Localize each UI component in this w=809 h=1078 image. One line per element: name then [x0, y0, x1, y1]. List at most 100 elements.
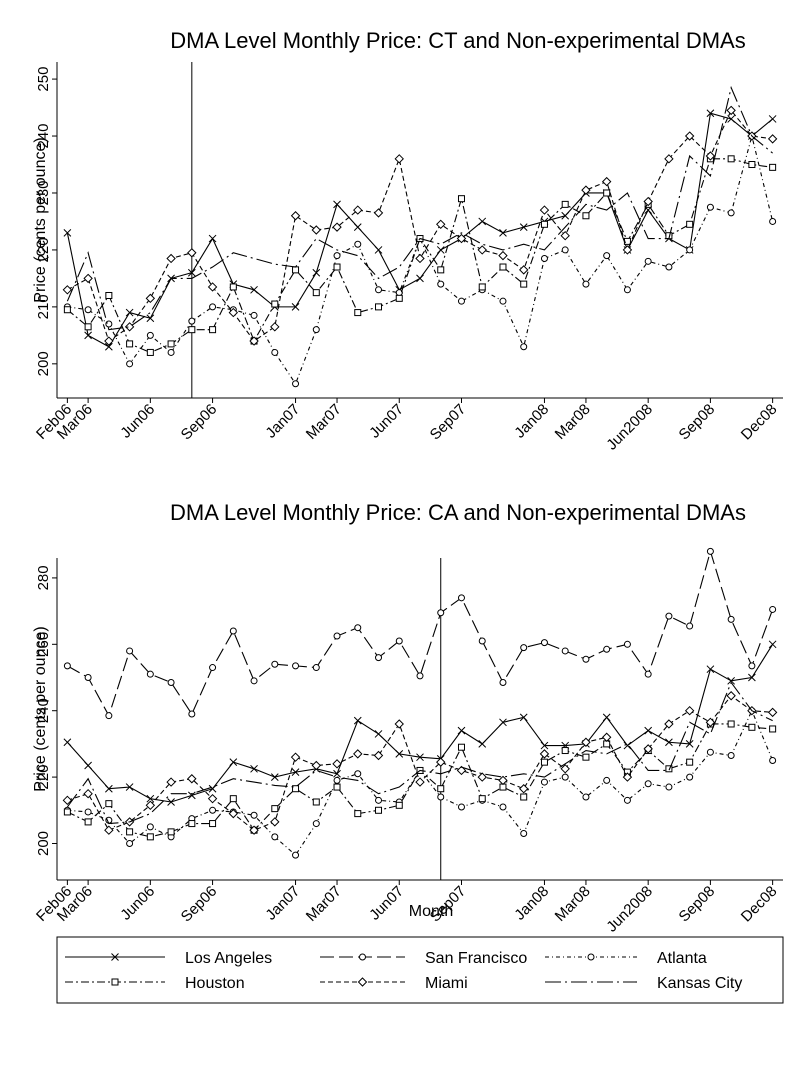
- x-tick-label: Jun07: [366, 883, 407, 924]
- marker: [582, 793, 590, 801]
- marker: [249, 825, 259, 835]
- y-tick-label: 240: [35, 698, 52, 723]
- marker: [539, 205, 550, 215]
- marker: [436, 246, 445, 254]
- marker: [187, 791, 196, 800]
- marker: [228, 808, 239, 819]
- marker: [582, 753, 590, 761]
- marker: [478, 217, 487, 226]
- marker: [250, 285, 258, 294]
- marker: [375, 286, 383, 294]
- x-tick-label: Sep08: [676, 883, 719, 926]
- marker: [767, 707, 778, 718]
- x-tick-label: Dec08: [738, 401, 781, 444]
- marker: [188, 710, 196, 718]
- marker: [769, 217, 777, 225]
- marker: [292, 851, 300, 859]
- legend-label: Miami: [425, 975, 468, 992]
- marker: [333, 776, 341, 784]
- marker: [207, 793, 218, 804]
- marker: [686, 622, 694, 630]
- marker: [249, 336, 259, 346]
- marker: [478, 795, 486, 803]
- marker: [727, 209, 735, 217]
- marker: [540, 741, 549, 750]
- marker: [664, 719, 674, 729]
- chart-title: DMA Level Monthly Price: CT and Non-expe…: [170, 28, 745, 53]
- marker: [312, 326, 320, 334]
- marker: [375, 654, 383, 662]
- marker: [416, 274, 424, 283]
- marker: [105, 800, 113, 808]
- marker: [146, 331, 154, 339]
- x-axis-label: Month: [409, 903, 453, 920]
- marker: [623, 741, 632, 750]
- marker: [167, 798, 175, 806]
- marker: [229, 627, 237, 635]
- marker: [145, 800, 156, 811]
- x-tick-label: Mar07: [303, 883, 345, 925]
- marker: [561, 246, 569, 254]
- marker: [727, 676, 735, 685]
- legend-box: [56, 936, 784, 1004]
- marker: [623, 640, 631, 648]
- marker: [62, 285, 73, 295]
- marker: [354, 240, 362, 248]
- marker: [499, 718, 507, 727]
- marker: [499, 678, 507, 686]
- marker: [603, 776, 611, 784]
- x-tick-label: Jun2008: [603, 401, 656, 454]
- marker: [394, 719, 404, 729]
- marker: [146, 823, 154, 831]
- y-tick-label: 280: [35, 565, 52, 590]
- y-tick-label: 200: [35, 351, 52, 376]
- marker: [748, 161, 756, 169]
- marker: [166, 777, 176, 787]
- marker: [622, 772, 633, 782]
- x-tick-label: Mar08: [552, 883, 594, 925]
- marker: [84, 818, 92, 826]
- marker: [354, 309, 362, 317]
- y-axis-label: Price (cents per ounce): [32, 137, 49, 302]
- x-tick-label: Jun07: [366, 401, 407, 442]
- marker: [623, 286, 631, 294]
- marker: [769, 163, 777, 171]
- marker: [499, 228, 507, 237]
- y-tick-label: 200: [35, 831, 52, 856]
- marker: [705, 151, 716, 161]
- marker: [768, 640, 777, 649]
- marker: [437, 280, 445, 288]
- y-tick-label: 220: [35, 237, 52, 262]
- marker: [685, 740, 694, 748]
- marker: [333, 769, 341, 778]
- marker: [561, 200, 569, 208]
- legend-label: Kansas City: [657, 975, 742, 992]
- marker: [209, 664, 217, 672]
- marker: [208, 234, 217, 243]
- marker: [706, 748, 714, 756]
- legend-marker: [357, 977, 368, 987]
- marker: [769, 605, 777, 613]
- marker: [271, 348, 279, 356]
- marker: [270, 773, 279, 781]
- marker: [603, 252, 611, 260]
- marker: [146, 314, 155, 323]
- marker: [622, 245, 633, 255]
- marker: [498, 775, 508, 786]
- marker: [228, 307, 239, 318]
- marker: [146, 670, 154, 678]
- marker: [373, 208, 384, 218]
- marker: [561, 773, 569, 781]
- marker: [84, 761, 92, 770]
- marker: [665, 263, 673, 271]
- marker: [104, 336, 114, 346]
- x-tick-label: Jun2008: [603, 883, 656, 936]
- legend-label: Houston: [185, 975, 245, 992]
- x-tick-label: Jan07: [262, 883, 303, 924]
- marker: [684, 131, 695, 141]
- marker: [561, 647, 569, 655]
- marker: [706, 203, 714, 211]
- marker: [105, 784, 113, 793]
- marker: [686, 220, 694, 228]
